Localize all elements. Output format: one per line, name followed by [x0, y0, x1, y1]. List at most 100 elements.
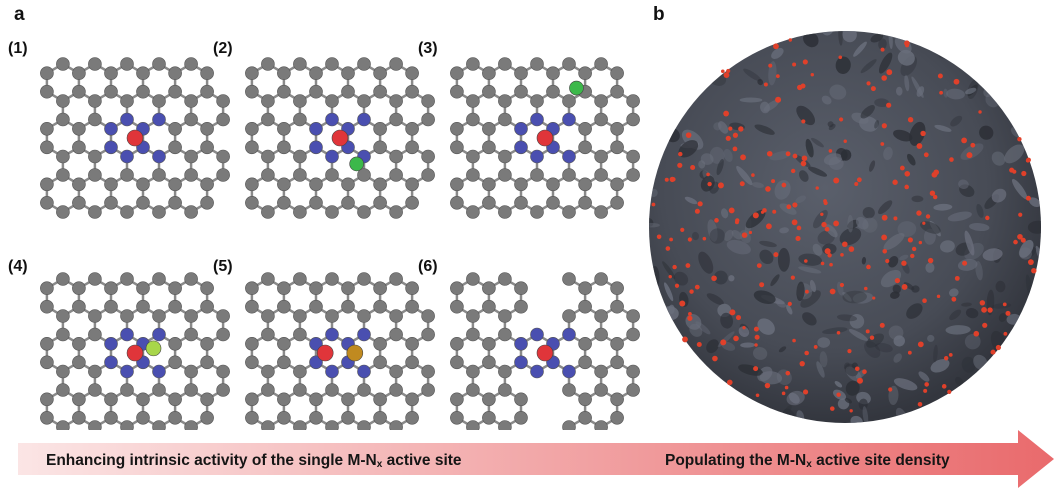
carbon-atom	[450, 392, 464, 407]
active-site-dot	[790, 168, 796, 174]
carbon-atom	[88, 94, 102, 108]
carbon-atom	[466, 57, 480, 71]
carbon-atom	[389, 309, 403, 323]
carbon-atom	[277, 66, 291, 80]
nitrogen-atom	[325, 327, 339, 342]
active-site-dot	[962, 260, 968, 266]
carbon-atom	[40, 355, 54, 370]
carbon-atom	[341, 66, 355, 80]
carbon-atom	[514, 196, 528, 210]
carbon-atom	[72, 84, 86, 99]
nitrogen-atom	[309, 122, 323, 136]
active-site-dot	[804, 259, 808, 263]
carbon-atom	[261, 420, 275, 430]
arrow-left-text: Enhancing intrinsic activity of the sing…	[46, 452, 462, 470]
carbon-atom	[466, 205, 480, 219]
carbon-atom	[168, 177, 182, 192]
carbon-atom	[245, 177, 259, 192]
carbon-atom	[168, 66, 182, 80]
carbon-atom	[261, 168, 275, 182]
active-site-dot	[685, 263, 691, 268]
structure-label-6: (6)	[418, 258, 438, 275]
active-site-dot	[833, 177, 840, 184]
active-site-dot	[775, 74, 780, 79]
carbon-atom	[309, 84, 323, 99]
carbon-atom	[120, 57, 134, 71]
carbon-atom	[56, 309, 70, 323]
active-site-dot	[932, 194, 938, 200]
carbon-atom	[309, 177, 323, 192]
active-site-dot	[813, 345, 818, 349]
carbon-atom	[373, 392, 387, 407]
carbon-atom	[373, 196, 387, 210]
active-site-dot	[1003, 331, 1008, 336]
active-site-dot	[917, 401, 923, 407]
carbon-atom	[466, 309, 480, 323]
carbon-atom	[405, 196, 419, 210]
carbon-atom	[72, 196, 86, 210]
carbon-atom	[245, 122, 259, 136]
carbon-atom	[482, 84, 496, 99]
active-site-dot	[805, 289, 809, 294]
carbon-atom	[261, 272, 275, 286]
carbon-atom	[72, 66, 86, 80]
active-site-dot	[788, 38, 793, 42]
panel-a-structures	[40, 57, 640, 430]
carbon-atom	[152, 57, 166, 71]
structure-6	[450, 272, 640, 430]
carbon-atom	[594, 327, 608, 342]
carbon-atom	[610, 84, 624, 99]
carbon-atom	[562, 383, 576, 397]
carbon-atom	[450, 177, 464, 192]
carbon-atom	[498, 112, 512, 127]
nitrogen-atom	[530, 149, 544, 164]
active-site-dot	[804, 350, 809, 356]
carbon-atom	[610, 196, 624, 210]
carbon-atom	[309, 392, 323, 407]
carbon-atom	[56, 420, 70, 430]
active-site-dot	[1005, 310, 1011, 316]
active-site-dot	[847, 349, 852, 354]
active-site-dot	[970, 142, 976, 148]
active-site-dot	[981, 306, 987, 313]
carbon-atom	[405, 299, 419, 314]
active-site-dot	[759, 282, 765, 288]
carbon-atom	[40, 140, 54, 155]
carbon-atom	[594, 272, 608, 286]
carbon-atom	[626, 364, 640, 379]
active-site-dot	[696, 342, 702, 348]
carbon-atom	[578, 355, 592, 370]
carbon-atom	[514, 84, 528, 99]
active-site-dot	[821, 221, 827, 228]
carbon-atom	[88, 309, 102, 323]
carbon-atom	[594, 57, 608, 71]
carbon-atom	[562, 57, 576, 71]
carbon-atom	[373, 281, 387, 296]
active-site-dot	[922, 298, 927, 303]
carbon-atom	[450, 299, 464, 314]
carbon-atom	[594, 383, 608, 397]
active-site-dot	[820, 212, 824, 216]
active-site-dot	[917, 341, 924, 348]
active-site-dot	[688, 311, 692, 316]
nitrogen-atom	[104, 355, 118, 370]
active-site-dot	[764, 382, 771, 389]
carbon-atom	[120, 205, 134, 219]
active-site-dot	[732, 146, 738, 152]
carbon-atom	[450, 122, 464, 136]
carbon-atom	[216, 309, 230, 323]
carbon-atom	[498, 272, 512, 286]
carbon-atom	[325, 309, 339, 323]
carbon-atom	[168, 336, 182, 351]
carbon-atom	[482, 66, 496, 80]
carbon-atom	[184, 327, 198, 342]
carbon-atom	[450, 66, 464, 80]
carbon-atom	[184, 112, 198, 127]
active-site-dot	[836, 330, 841, 335]
carbon-atom	[88, 57, 102, 71]
carbon-atom	[216, 94, 230, 108]
active-site-dot	[664, 177, 669, 182]
active-site-dot	[697, 201, 703, 207]
carbon-atom	[136, 410, 150, 425]
active-site-dot	[690, 165, 696, 171]
